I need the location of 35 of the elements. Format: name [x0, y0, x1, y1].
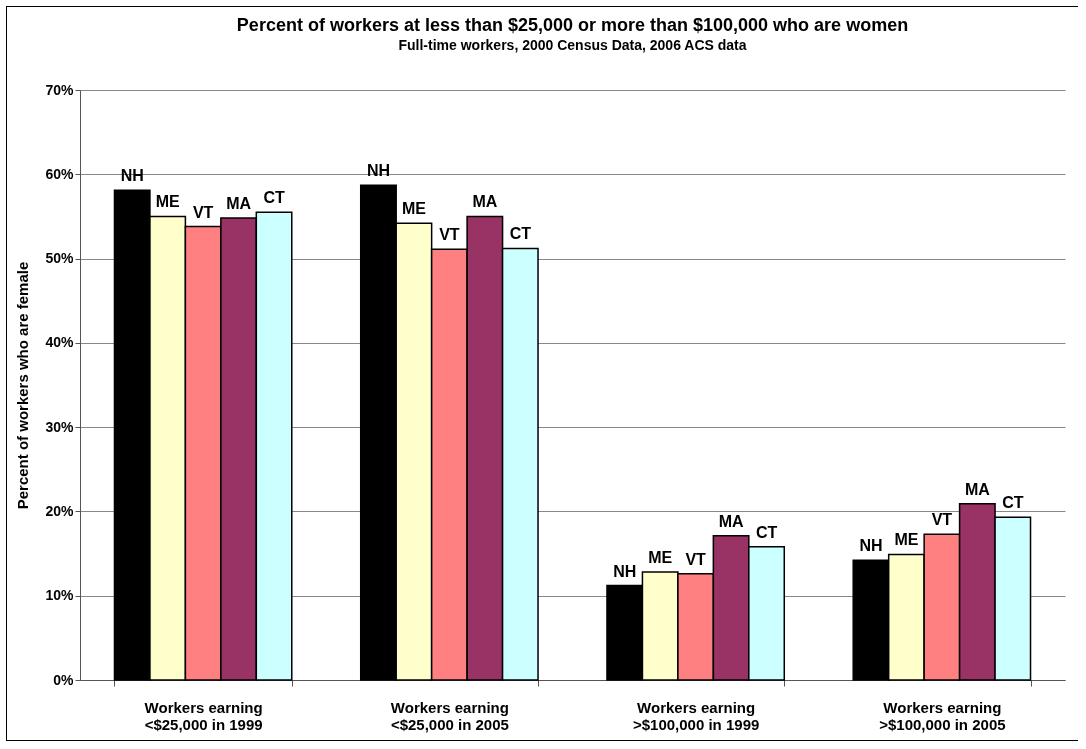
y-tick-label: 0%: [53, 671, 75, 688]
text: CT: [509, 225, 531, 243]
series-label: VT: [192, 203, 214, 221]
chart-title: Percent of workers at less than $25,000 or more than $100,000 who are women: [236, 15, 909, 35]
text: MA: [472, 193, 498, 211]
y-tick-label: 70%: [45, 81, 75, 98]
text: VT: [685, 550, 706, 568]
text: MA: [964, 480, 990, 498]
series-label: MA: [226, 195, 252, 213]
text: VT: [931, 511, 953, 529]
text: NH: [366, 162, 391, 180]
text: VT: [439, 226, 460, 244]
text: NH: [859, 537, 883, 555]
text: MA: [718, 512, 744, 530]
text: CT: [755, 523, 778, 541]
y-tick-label: 10%: [45, 587, 75, 604]
text: NH: [613, 562, 637, 580]
x-tick-label: Workers earning <$25,000 in 1999: [144, 698, 263, 733]
x-tick-label: Workers earning >$100,000 in 1999: [632, 698, 760, 733]
x-tick-label: Workers earning >$100,000 in 2005: [879, 698, 1006, 733]
series-label: ME: [155, 193, 180, 211]
text: ME: [894, 531, 919, 549]
series-label: CT: [263, 189, 285, 207]
text: CT: [1002, 494, 1024, 512]
y-tick-label: 40%: [45, 334, 75, 351]
y-tick-label: 30%: [45, 418, 75, 435]
chart-subtitle: Full-time workers, 2000 Census Data, 2006 ACS data: [398, 37, 747, 53]
y-axis-title: Percent of workers who are female: [14, 261, 32, 510]
y-tick-label: 50%: [45, 250, 75, 267]
text: ME: [648, 549, 673, 567]
x-tick-label: Workers earning <$25,000 in 2005: [390, 698, 509, 733]
y-tick-label: 60%: [45, 165, 75, 182]
text: ME: [401, 200, 426, 218]
series-label: NH: [120, 167, 144, 185]
y-tick-label: 20%: [45, 502, 75, 519]
